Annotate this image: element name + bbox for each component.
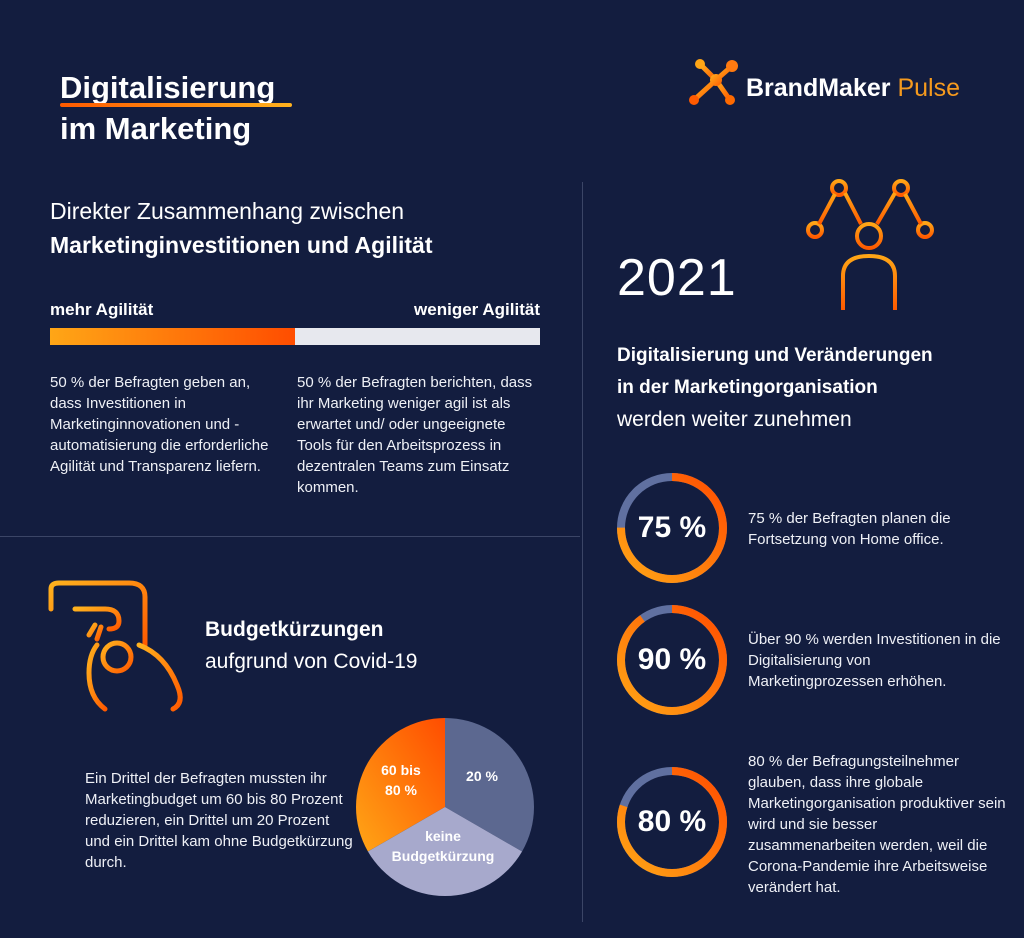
stat-text-90: Über 90 % werden Investitionen in die Di… <box>748 631 1001 690</box>
agility-heading-line2: Marketinginvestitionen und Agilität <box>50 232 433 258</box>
more-agility-label: mehr Agilität <box>50 300 154 319</box>
more-agility-text: 50 % der Befragten geben an, dass Invest… <box>50 374 269 475</box>
stat-ring-90 <box>617 605 727 715</box>
more-agility-bar <box>50 328 295 345</box>
outlook-heading-line3: werden weiter zunehmen <box>617 408 852 431</box>
stat-text-75: 75 % der Befragten planen die Fortsetzun… <box>748 510 951 548</box>
agility-heading-line1: Direkter Zusammenhang zwischen <box>50 198 405 224</box>
brand-name: BrandMaker Pulse <box>746 74 960 103</box>
title-underline <box>60 103 292 107</box>
stat-ring-80 <box>617 767 727 877</box>
hand-coin-bag-icon <box>48 580 183 712</box>
stat-text-80: 80 % der Befragungsteilnehmer glauben, d… <box>748 753 1006 896</box>
pie-label-60-80-line1: 60 bis <box>381 762 421 778</box>
pie-label-none: keine Budgetkürzung <box>378 826 508 866</box>
budget-text: Ein Drittel der Befragten mussten ihr Ma… <box>85 770 353 871</box>
less-agility-label: weniger Agilität <box>414 300 540 319</box>
outlook-heading-line2: in der Marketingorganisation <box>617 377 878 398</box>
budget-heading-line2: aufgrund von Covid-19 <box>205 650 418 673</box>
stat-value-75: 75 % <box>637 511 707 544</box>
pie-slice-60-80 <box>356 718 445 852</box>
budget-pie-chart <box>356 718 534 896</box>
pie-label-60-80: 60 bis 80 % <box>368 760 434 800</box>
pie-slice-none <box>367 807 523 896</box>
pie-label-60-80-line2: 80 % <box>385 782 417 798</box>
brand-accent: Pulse <box>897 74 960 102</box>
year-label: 2021 <box>617 249 737 307</box>
stat-ring-75 <box>617 473 727 583</box>
vertical-divider <box>582 182 583 922</box>
less-agility-bar <box>295 328 540 345</box>
pie-label-none-line2: Budgetkürzung <box>391 848 495 864</box>
pie-label-none-line1: keine <box>425 828 461 844</box>
pie-slice-20 <box>445 718 534 852</box>
molecule-logo-icon <box>689 59 738 105</box>
person-network-icon <box>806 179 934 310</box>
stat-value-90: 90 % <box>637 643 707 676</box>
budget-heading-line1: Budgetkürzungen <box>205 618 384 641</box>
less-agility-text: 50 % der Befragten berichten, dass ihr M… <box>297 374 533 496</box>
stat-value-80: 80 % <box>637 805 707 838</box>
page-title-line2: im Marketing <box>60 111 252 146</box>
brand-main: BrandMaker <box>746 74 891 102</box>
pie-label-20: 20 % <box>466 768 498 784</box>
horizontal-divider <box>0 536 580 537</box>
page-title-line1: Digitalisierung <box>60 70 276 105</box>
outlook-heading-line1: Digitalisierung und Veränderungen <box>617 345 933 366</box>
